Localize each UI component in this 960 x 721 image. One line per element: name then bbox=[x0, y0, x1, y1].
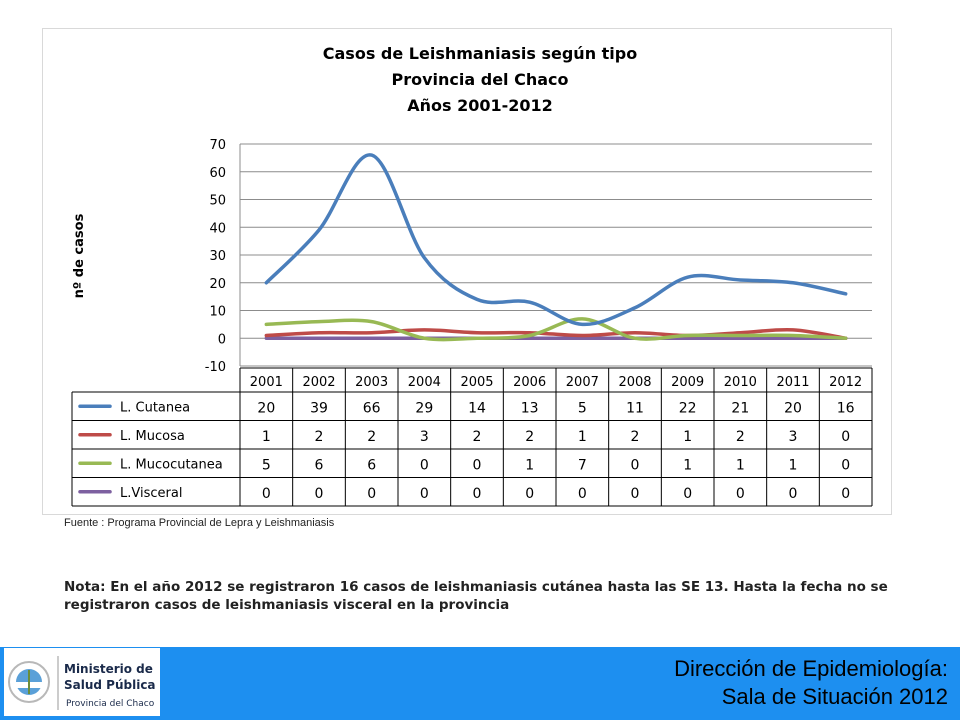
seal-icon: Ministerio de Salud Pública Provincia de… bbox=[8, 656, 156, 710]
data-label: 2 bbox=[367, 429, 376, 445]
chart-frame bbox=[42, 28, 892, 515]
data-label: 0 bbox=[525, 486, 534, 502]
ministry-logo: Ministerio de Salud Pública Provincia de… bbox=[4, 648, 160, 716]
data-label: 1 bbox=[683, 457, 692, 473]
logo-text-2: Salud Pública bbox=[64, 678, 156, 692]
y-tick-label: 40 bbox=[209, 221, 226, 236]
data-label: 11 bbox=[626, 400, 644, 416]
legend-entry: L. Mucosa bbox=[120, 429, 185, 444]
x-tick-label: 2012 bbox=[829, 375, 862, 390]
y-axis-ticks: -10 0 10 20 30 40 50 60 70 bbox=[205, 138, 226, 375]
data-label: 0 bbox=[473, 486, 482, 502]
data-label: 0 bbox=[420, 457, 429, 473]
y-tick-label: 50 bbox=[209, 194, 226, 209]
data-label: 20 bbox=[257, 400, 275, 416]
data-label: 0 bbox=[683, 486, 692, 502]
y-tick-label: -10 bbox=[205, 360, 226, 375]
data-label: 14 bbox=[468, 400, 486, 416]
data-label: 0 bbox=[315, 486, 324, 502]
data-label: 66 bbox=[363, 400, 381, 416]
logo-text-1: Ministerio de bbox=[64, 662, 153, 676]
series-line-2 bbox=[264, 317, 848, 342]
x-tick-label: 2002 bbox=[302, 375, 335, 390]
data-label: 29 bbox=[415, 400, 433, 416]
y-tick-label: 0 bbox=[218, 332, 226, 347]
data-label: 21 bbox=[731, 400, 749, 416]
series-line-0 bbox=[264, 153, 848, 327]
data-label: 2 bbox=[473, 429, 482, 445]
x-tick-label: 2005 bbox=[460, 375, 493, 390]
legend-entry: L. Mucocutanea bbox=[120, 457, 223, 472]
y-tick-label: 30 bbox=[209, 249, 226, 264]
x-tick-label: 2003 bbox=[355, 375, 388, 390]
footer-text: Dirección de Epidemiología: Sala de Situ… bbox=[674, 655, 948, 711]
data-label: 0 bbox=[789, 486, 798, 502]
data-label: 0 bbox=[473, 457, 482, 473]
data-label: 2 bbox=[631, 429, 640, 445]
source-note: Fuente : Programa Provincial de Lepra y … bbox=[64, 517, 335, 529]
legend-entry: L. Cutanea bbox=[120, 400, 190, 415]
data-label: 39 bbox=[310, 400, 328, 416]
data-label: 6 bbox=[315, 457, 324, 473]
data-label: 1 bbox=[789, 457, 798, 473]
y-tick-label: 20 bbox=[209, 277, 226, 292]
data-table: 2001 2002 2003 2004 2005 2006 2007 2008 2009 2010… bbox=[71, 367, 873, 507]
y-tick-label: 70 bbox=[209, 138, 226, 153]
chart-title-line-3: Años 2001-2012 bbox=[407, 96, 553, 115]
data-label: 2 bbox=[525, 429, 534, 445]
data-label: 7 bbox=[578, 457, 587, 473]
data-label: 0 bbox=[631, 457, 640, 473]
data-label: 0 bbox=[841, 457, 850, 473]
data-label: 20 bbox=[784, 400, 802, 416]
data-label: 0 bbox=[736, 486, 745, 502]
data-label: 5 bbox=[578, 400, 587, 416]
data-label: 0 bbox=[578, 486, 587, 502]
x-tick-label: 2004 bbox=[408, 375, 441, 390]
data-label: 1 bbox=[525, 457, 534, 473]
x-tick-label: 2011 bbox=[776, 375, 809, 390]
data-label: 3 bbox=[420, 429, 429, 445]
data-label: 3 bbox=[789, 429, 798, 445]
data-label: 5 bbox=[262, 457, 271, 473]
legend-entry: L.Visceral bbox=[120, 486, 182, 501]
data-label: 6 bbox=[367, 457, 376, 473]
note-text: Nota: En el año 2012 se registraron 16 c… bbox=[64, 579, 888, 613]
series-lines bbox=[264, 153, 848, 342]
x-tick-label: 2010 bbox=[724, 375, 757, 390]
data-label: 2 bbox=[315, 429, 324, 445]
chart-title-line-1: Casos de Leishmaniasis según tipo bbox=[322, 44, 638, 63]
x-tick-label: 2001 bbox=[250, 375, 283, 390]
series-line-1 bbox=[264, 327, 848, 340]
data-label: 22 bbox=[679, 400, 697, 416]
data-label: 1 bbox=[736, 457, 745, 473]
data-label: 16 bbox=[837, 400, 855, 416]
y-tick-label: 10 bbox=[209, 305, 226, 320]
data-label: 0 bbox=[262, 486, 271, 502]
data-label: 1 bbox=[683, 429, 692, 445]
logo-text-3: Provincia del Chaco bbox=[66, 699, 155, 709]
x-tick-label: 2008 bbox=[618, 375, 651, 390]
x-tick-label: 2007 bbox=[566, 375, 599, 390]
x-tick-label: 2009 bbox=[671, 375, 704, 390]
data-label: 0 bbox=[367, 486, 376, 502]
footer-line-1: Dirección de Epidemiología: bbox=[674, 656, 948, 681]
data-label: 1 bbox=[578, 429, 587, 445]
data-label: 0 bbox=[420, 486, 429, 502]
data-label: 1 bbox=[262, 429, 271, 445]
data-label: 13 bbox=[521, 400, 539, 416]
data-label: 2 bbox=[736, 429, 745, 445]
y-tick-label: 60 bbox=[209, 166, 226, 181]
x-tick-label: 2006 bbox=[513, 375, 546, 390]
data-label: 0 bbox=[841, 486, 850, 502]
footer-bar bbox=[0, 647, 960, 720]
footer-line-2: Sala de Situación 2012 bbox=[721, 684, 948, 709]
data-label: 0 bbox=[631, 486, 640, 502]
chart-title-line-2: Provincia del Chaco bbox=[391, 70, 569, 89]
y-axis-label: nº de casos bbox=[72, 213, 87, 298]
data-label: 0 bbox=[841, 429, 850, 445]
